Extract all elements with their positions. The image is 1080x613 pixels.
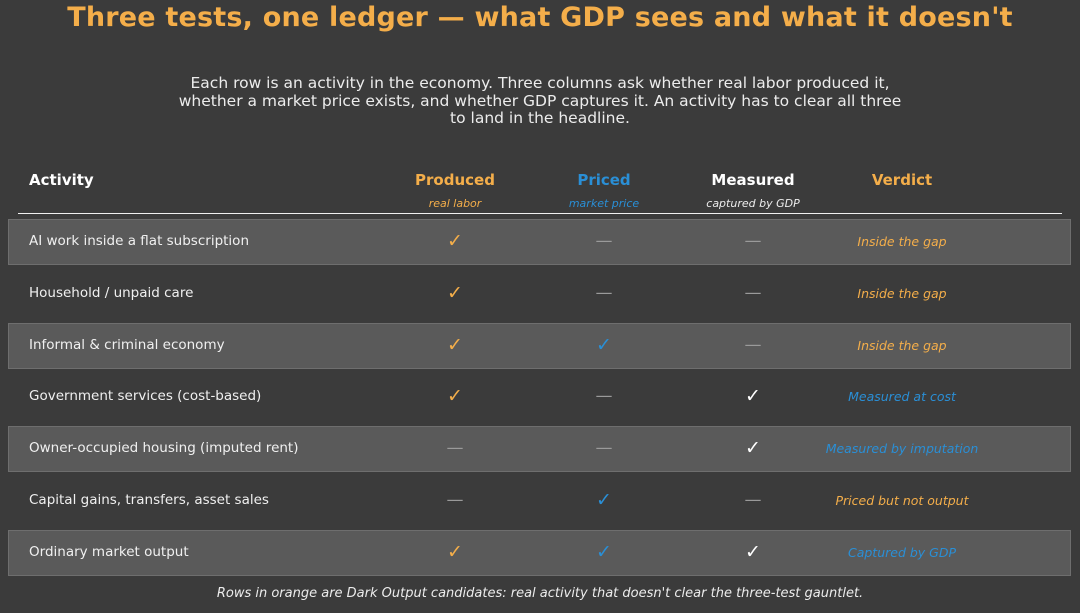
activity-cell: Household / unpaid care xyxy=(29,284,194,301)
produced-check-icon: ✓ xyxy=(447,333,463,356)
column-header-produced: Produced xyxy=(415,171,495,189)
column-header-activity: Activity xyxy=(29,171,94,189)
measured-dash-icon: — xyxy=(744,334,762,355)
table-row: Capital gains, transfers, asset sales — … xyxy=(0,475,1080,527)
table-row: Informal & criminal economy ✓ ✓ — Inside… xyxy=(0,320,1080,372)
column-header-measured: Measured xyxy=(711,171,795,189)
table-row: Owner-occupied housing (imputed rent) — … xyxy=(0,423,1080,475)
produced-check-icon: ✓ xyxy=(447,230,463,252)
verdict-cell: Inside the gap xyxy=(857,337,947,353)
activity-cell: Government services (cost-based) xyxy=(29,388,262,405)
row-background xyxy=(8,426,1071,473)
column-subheader-measured: captured by GDP xyxy=(706,197,800,210)
priced-check-icon: ✓ xyxy=(596,540,612,563)
activity-cell: Capital gains, transfers, asset sales xyxy=(29,491,269,508)
activity-cell: Informal & criminal economy xyxy=(29,336,225,353)
footnote: Rows in orange are Dark Output candidate… xyxy=(216,586,864,601)
produced-dash-icon: — xyxy=(446,438,464,459)
table-row: Government services (cost-based) ✓ — ✓ M… xyxy=(0,371,1080,423)
measured-check-icon: ✓ xyxy=(745,437,761,460)
column-subheader-produced: real labor xyxy=(428,197,482,210)
table-row: AI work inside a flat subscription ✓ — —… xyxy=(0,216,1080,268)
column-subheader-priced: market price xyxy=(568,197,640,210)
activity-cell: Ordinary market output xyxy=(29,543,189,560)
measured-check-icon: ✓ xyxy=(745,385,761,408)
produced-check-icon: ✓ xyxy=(447,385,463,408)
verdict-cell: Captured by GDP xyxy=(847,544,957,560)
measured-check-icon: ✓ xyxy=(745,540,761,563)
verdict-cell: Inside the gap xyxy=(857,285,947,301)
page-title: Three tests, one ledger — what GDP sees … xyxy=(67,2,1013,33)
measured-dash-icon: — xyxy=(744,231,762,251)
ledger-table: AI work inside a flat subscription ✓ — —… xyxy=(0,216,1080,579)
header-divider xyxy=(18,213,1062,214)
column-header-priced: Priced xyxy=(577,171,631,189)
measured-dash-icon: — xyxy=(744,489,762,510)
table-row: Household / unpaid care ✓ — — Inside the… xyxy=(0,268,1080,320)
verdict-cell: Priced but not output xyxy=(835,492,969,508)
priced-dash-icon: — xyxy=(595,438,613,459)
page-subtitle: Each row is an activity in the economy. … xyxy=(178,74,902,127)
priced-check-icon: ✓ xyxy=(596,333,612,356)
produced-check-icon: ✓ xyxy=(447,540,463,563)
row-background xyxy=(8,322,1071,369)
produced-dash-icon: — xyxy=(446,489,464,510)
activity-cell: Owner-occupied housing (imputed rent) xyxy=(29,440,299,457)
measured-dash-icon: — xyxy=(744,282,762,303)
priced-dash-icon: — xyxy=(595,282,613,303)
produced-check-icon: ✓ xyxy=(447,281,463,304)
verdict-cell: Inside the gap xyxy=(857,234,947,249)
priced-check-icon: ✓ xyxy=(596,488,612,511)
priced-dash-icon: — xyxy=(595,231,613,251)
priced-dash-icon: — xyxy=(595,386,613,407)
column-header-verdict: Verdict xyxy=(871,171,933,189)
row-background xyxy=(8,219,1071,265)
verdict-cell: Measured by imputation xyxy=(825,441,979,457)
activity-cell: AI work inside a flat subscription xyxy=(29,233,249,249)
verdict-cell: Measured at cost xyxy=(848,389,956,405)
table-row: Ordinary market output ✓ ✓ ✓ Captured by… xyxy=(0,527,1080,579)
row-background xyxy=(8,529,1071,576)
